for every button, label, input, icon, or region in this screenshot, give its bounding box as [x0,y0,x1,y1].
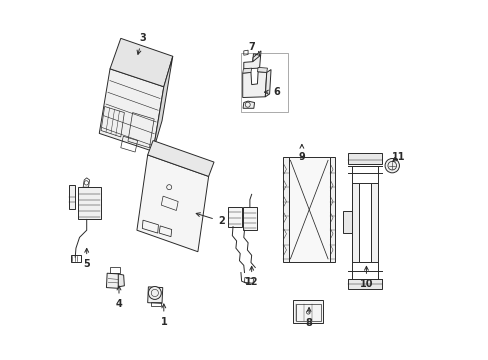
Circle shape [384,158,399,173]
Polygon shape [242,68,251,73]
Polygon shape [137,155,208,252]
Bar [69,185,75,209]
Text: 6: 6 [264,87,280,97]
Bar [150,302,160,306]
Bar [283,157,288,262]
Text: 10: 10 [359,266,372,289]
Text: 12: 12 [244,266,258,287]
Text: 7: 7 [248,42,260,56]
Polygon shape [110,39,172,87]
Bar [78,187,101,220]
Polygon shape [244,54,260,69]
Bar [351,183,358,262]
Bar [329,157,335,262]
Polygon shape [153,56,172,151]
Polygon shape [252,51,261,62]
Bar [292,300,323,323]
Bar [228,207,242,226]
Text: 8: 8 [305,307,312,328]
Bar [241,53,287,112]
Text: 3: 3 [137,33,145,54]
Bar [110,267,120,273]
Polygon shape [106,273,119,288]
Bar [358,183,371,262]
Polygon shape [118,274,124,287]
Text: 2: 2 [196,213,224,226]
Bar [288,157,329,262]
Circle shape [148,287,161,300]
Polygon shape [243,101,254,108]
Bar [295,304,320,321]
Text: 1: 1 [160,304,167,327]
Polygon shape [242,72,266,98]
Bar [347,279,382,289]
Text: 9: 9 [298,144,305,162]
Text: 4: 4 [115,286,122,309]
Bar [343,211,351,233]
Polygon shape [265,69,270,97]
Text: 11: 11 [391,152,405,162]
Polygon shape [147,140,214,176]
Bar [347,153,382,164]
Polygon shape [257,67,267,72]
Text: 5: 5 [83,248,90,269]
Bar [242,207,257,230]
Bar [70,255,81,262]
Polygon shape [147,287,163,303]
Polygon shape [99,69,163,151]
Bar [371,183,377,262]
